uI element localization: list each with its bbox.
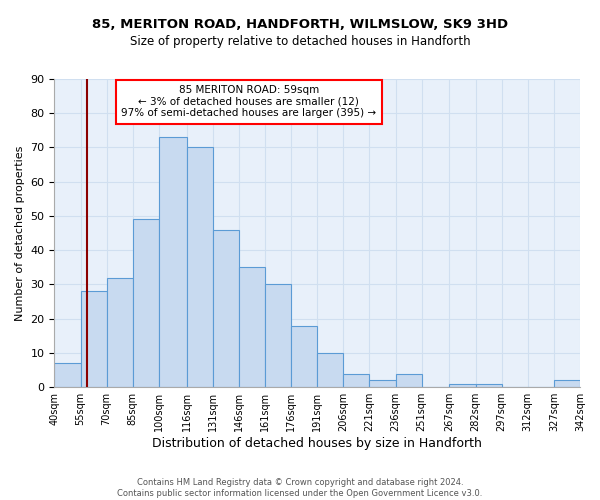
Bar	[265, 284, 291, 387]
Text: 85, MERITON ROAD, HANDFORTH, WILMSLOW, SK9 3HD: 85, MERITON ROAD, HANDFORTH, WILMSLOW, S…	[92, 18, 508, 30]
Bar	[80, 292, 107, 387]
Bar	[107, 278, 133, 387]
Text: Size of property relative to detached houses in Handforth: Size of property relative to detached ho…	[130, 35, 470, 48]
Bar	[213, 230, 239, 387]
Bar	[55, 363, 80, 387]
X-axis label: Distribution of detached houses by size in Handforth: Distribution of detached houses by size …	[152, 437, 482, 450]
Y-axis label: Number of detached properties: Number of detached properties	[15, 146, 25, 321]
Bar	[159, 137, 187, 387]
Bar	[291, 326, 317, 387]
Bar	[343, 374, 370, 387]
Bar	[449, 384, 476, 387]
Bar	[317, 353, 343, 387]
Bar	[370, 380, 395, 387]
Bar	[395, 374, 422, 387]
Text: 85 MERITON ROAD: 59sqm
← 3% of detached houses are smaller (12)
97% of semi-deta: 85 MERITON ROAD: 59sqm ← 3% of detached …	[121, 85, 376, 118]
Bar	[554, 380, 580, 387]
Bar	[239, 268, 265, 387]
Text: Contains HM Land Registry data © Crown copyright and database right 2024.
Contai: Contains HM Land Registry data © Crown c…	[118, 478, 482, 498]
Bar	[476, 384, 502, 387]
Bar	[133, 220, 159, 387]
Bar	[187, 148, 213, 387]
